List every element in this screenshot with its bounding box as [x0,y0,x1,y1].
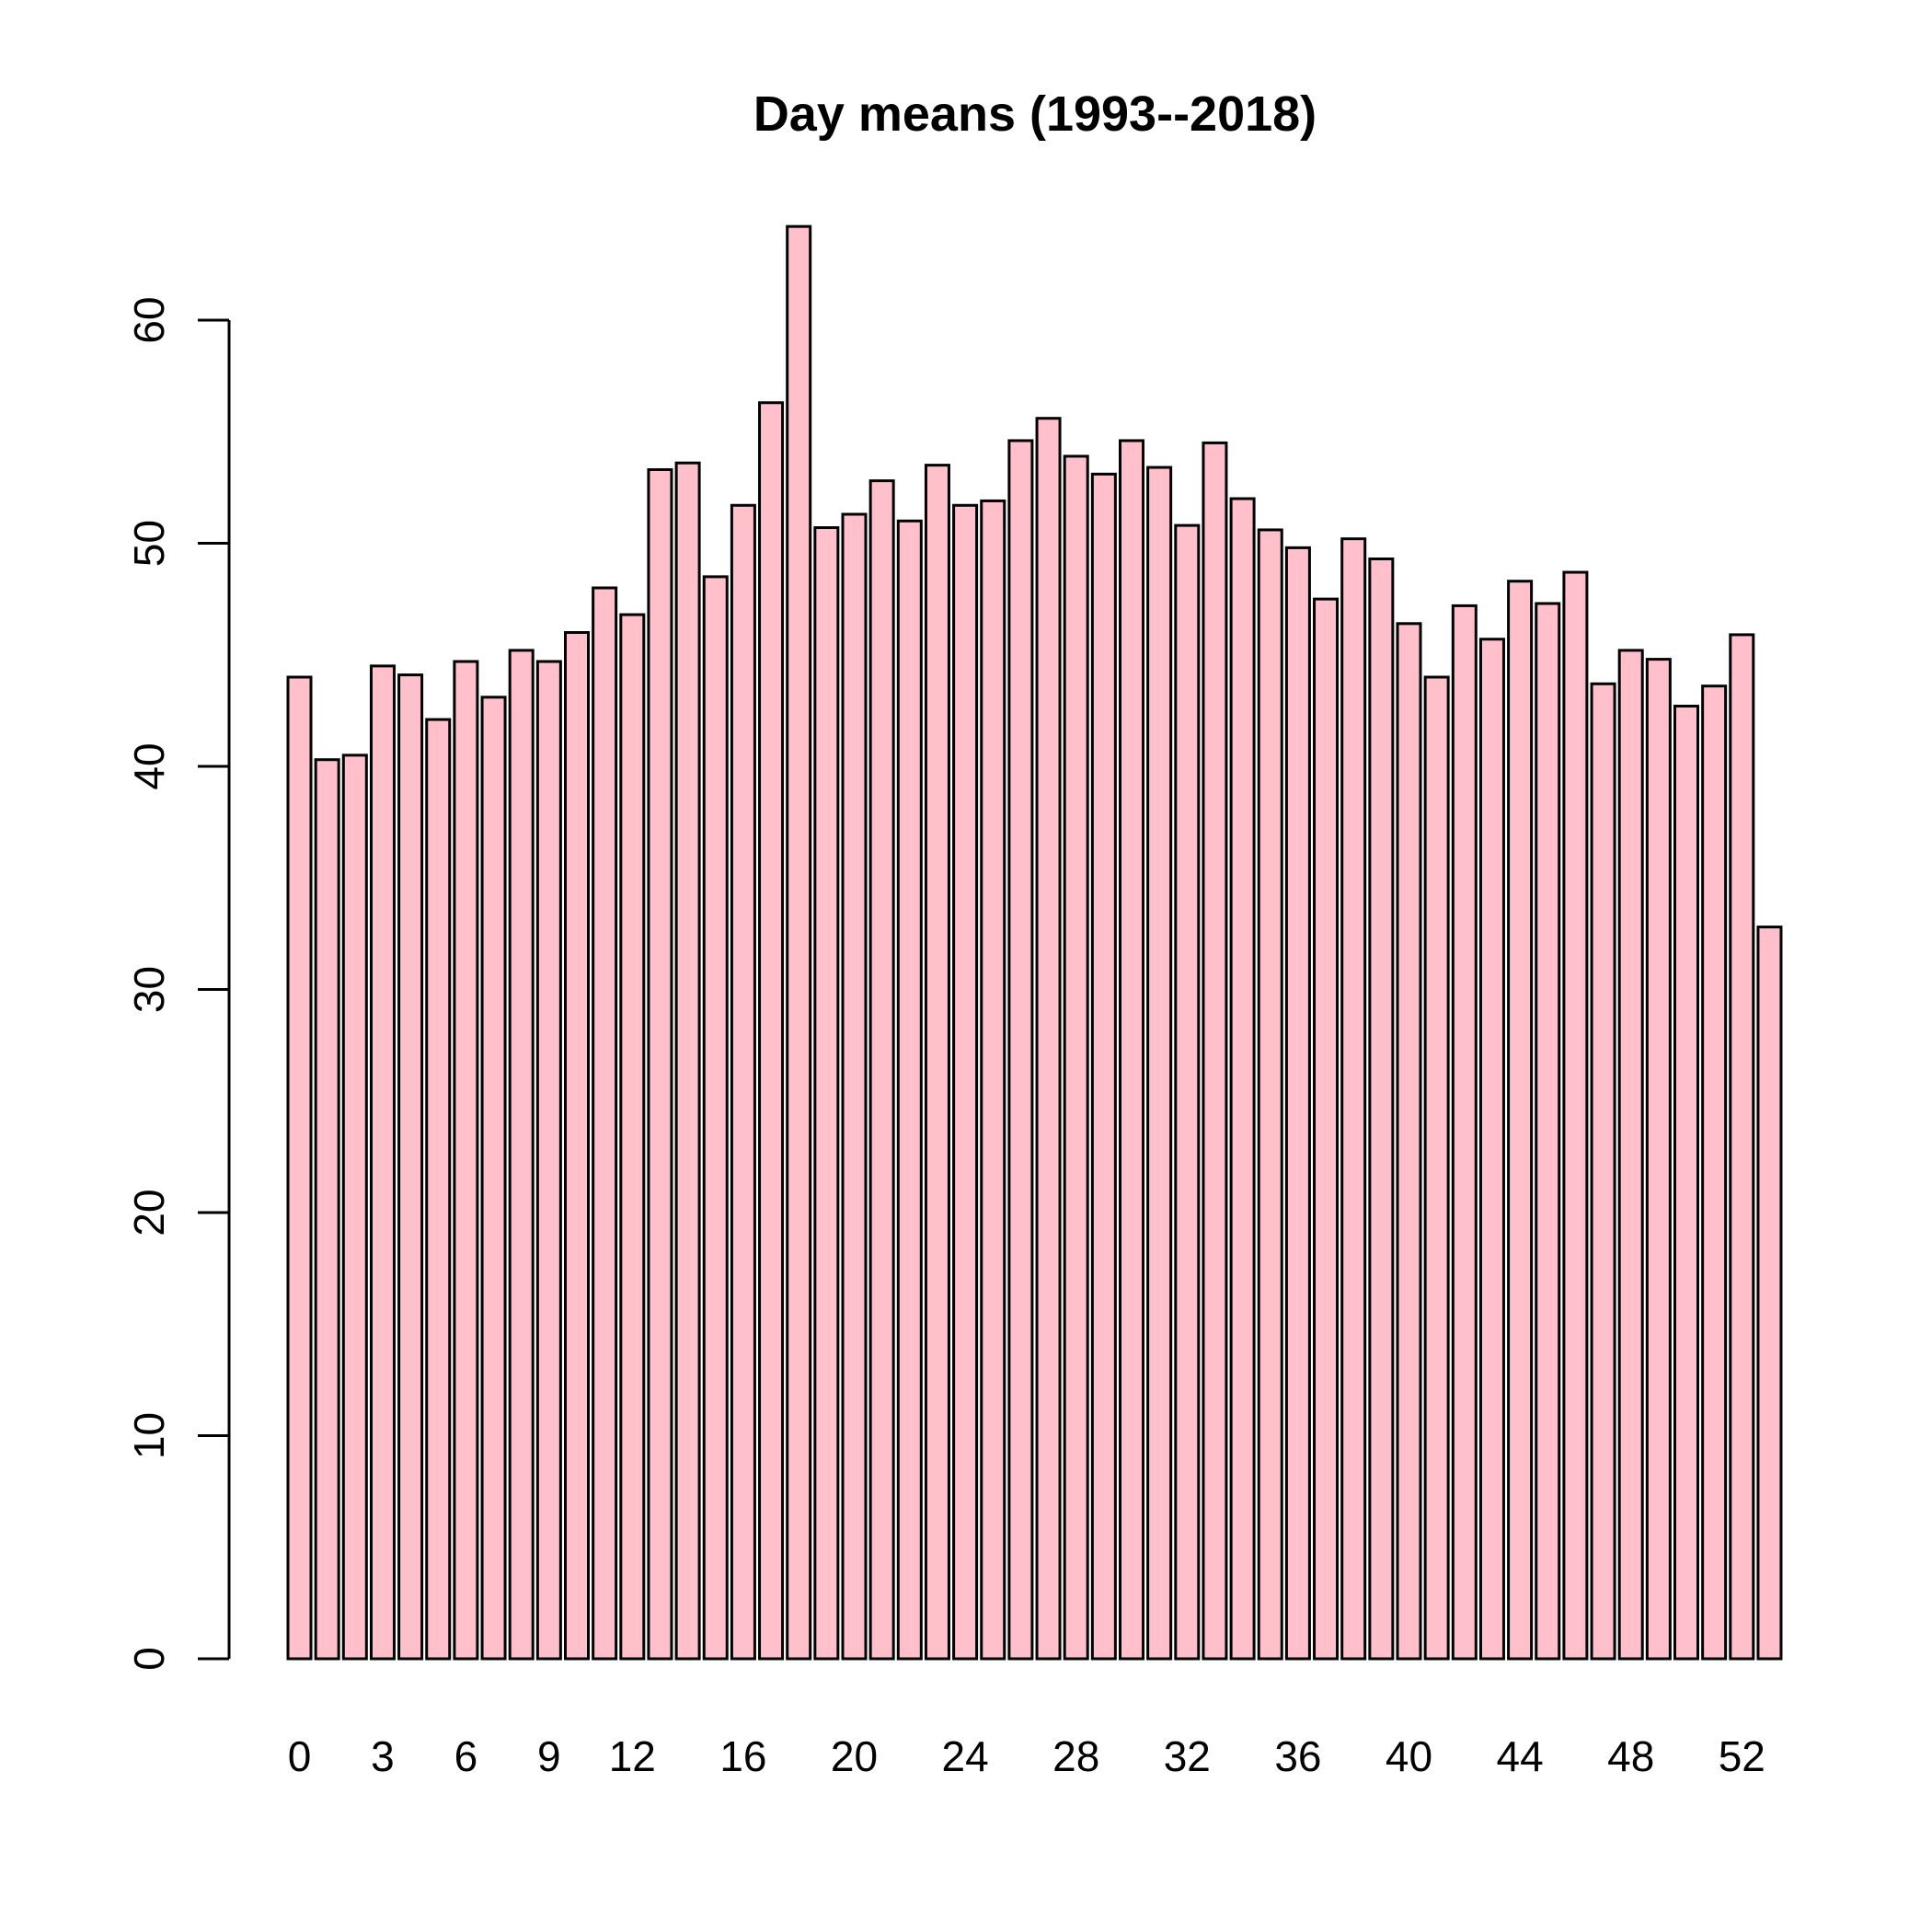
x-tick-label-6: 6 [454,1732,478,1780]
bar-15 [702,575,729,1661]
x-tick-label-12: 12 [609,1732,656,1780]
bar-23 [924,464,950,1661]
x-tick-label-28: 28 [1052,1732,1099,1780]
bar-6 [453,660,479,1661]
bar-29 [1090,472,1117,1661]
bar-44 [1507,580,1534,1661]
bar-17 [758,401,785,1661]
bar-24 [952,503,979,1661]
x-tick-label-24: 24 [942,1732,989,1780]
bar-42 [1451,604,1478,1661]
bar-28 [1063,454,1089,1661]
bars-group [286,224,1783,1661]
y-tick-label-0: 0 [125,1647,173,1671]
bar-49 [1645,658,1672,1661]
bar-32 [1174,523,1201,1661]
y-tick-label-10: 10 [125,1412,173,1459]
bar-9 [535,660,562,1661]
bar-37 [1313,597,1340,1661]
bar-50 [1673,705,1699,1661]
bar-41 [1423,675,1450,1661]
bar-51 [1701,684,1728,1661]
y-tick-label-60: 60 [125,296,173,343]
y-tick-label-50: 50 [125,520,173,567]
bar-31 [1146,466,1173,1661]
bar-26 [1007,439,1034,1661]
bar-18 [786,224,812,1661]
bar-2 [341,753,368,1661]
bar-11 [592,586,618,1661]
bar-47 [1590,682,1616,1661]
bar-13 [647,467,673,1661]
x-tick-label-32: 32 [1164,1732,1211,1780]
bar-8 [508,649,535,1661]
bar-16 [730,503,756,1661]
x-tick-label-36: 36 [1274,1732,1321,1780]
bar-19 [813,526,840,1661]
x-tick-label-48: 48 [1607,1732,1654,1780]
bar-10 [564,631,590,1661]
bar-39 [1368,557,1395,1661]
x-tick-label-44: 44 [1497,1732,1544,1780]
bar-27 [1035,417,1062,1661]
bar-12 [619,613,646,1661]
bar-21 [868,479,895,1661]
bar-7 [480,696,507,1661]
bar-3 [369,664,396,1661]
bar-25 [980,499,1006,1661]
x-tick-label-3: 3 [371,1732,395,1780]
y-tick-label-30: 30 [125,966,173,1013]
bar-4 [397,673,424,1661]
bar-46 [1562,570,1589,1661]
bar-30 [1119,439,1144,1661]
bar-5 [425,718,452,1661]
x-axis: 0 3 6 9 12 16 20 24 28 32 36 40 44 48 52 [288,1732,1765,1780]
y-axis: 0 10 20 30 40 50 60 [125,296,231,1671]
bar-48 [1617,649,1644,1661]
x-tick-label-0: 0 [288,1732,312,1780]
x-tick-label-20: 20 [831,1732,878,1780]
bar-34 [1229,497,1256,1661]
bar-0 [286,675,313,1661]
x-tick-label-40: 40 [1386,1732,1432,1780]
bar-45 [1535,602,1561,1661]
y-tick-label-40: 40 [125,742,173,789]
y-tick-label-20: 20 [125,1189,173,1236]
x-tick-label-9: 9 [537,1732,561,1780]
bar-20 [841,512,868,1661]
chart-title: Day means (1993--2018) [753,86,1317,142]
bar-43 [1478,638,1505,1661]
x-tick-label-16: 16 [719,1732,766,1780]
bar-22 [896,519,923,1661]
bar-52 [1729,633,1755,1661]
bar-40 [1396,622,1422,1661]
bar-35 [1257,528,1283,1661]
bar-36 [1284,546,1311,1661]
bar-53 [1756,926,1783,1661]
bar-1 [314,758,340,1661]
x-tick-label-52: 52 [1719,1732,1765,1780]
bar-14 [674,461,701,1661]
bar-33 [1202,441,1228,1661]
bar-38 [1340,537,1367,1661]
